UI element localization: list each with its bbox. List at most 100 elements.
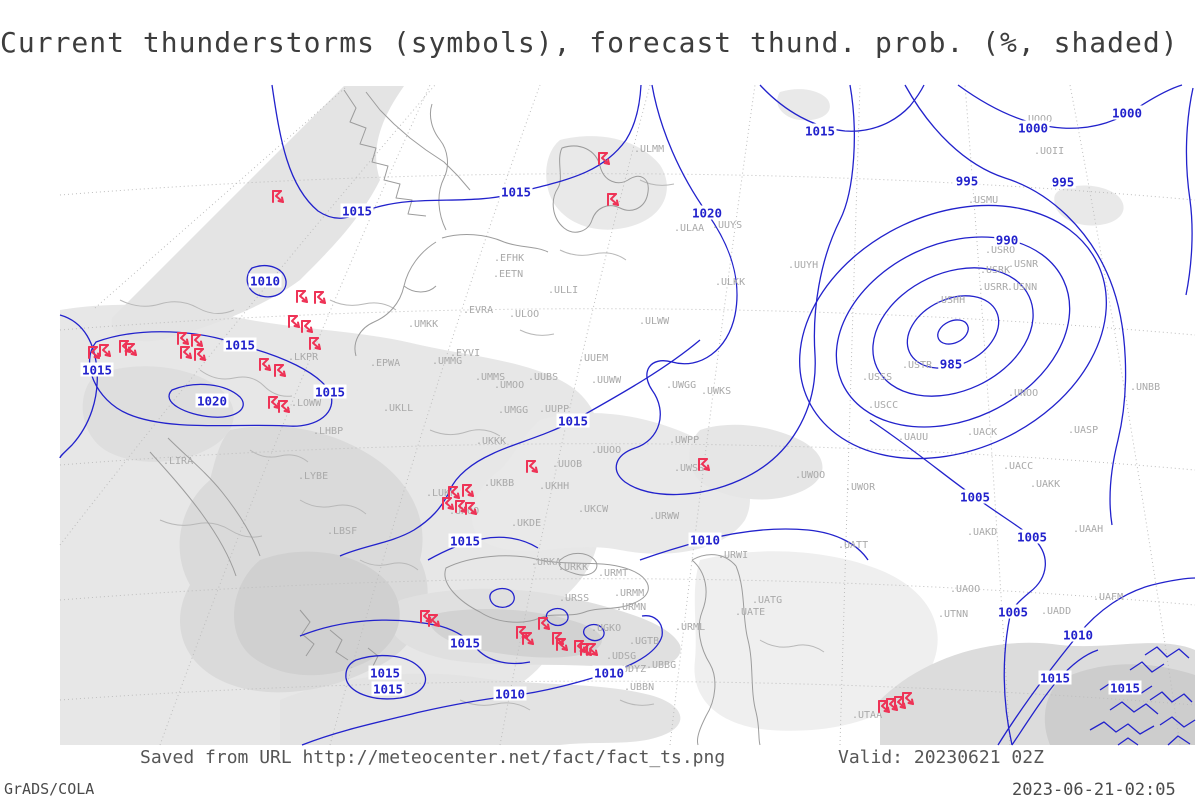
- isobar-label: 1010: [495, 687, 525, 702]
- station-label: .USNN: [1007, 282, 1037, 293]
- thunderstorm-symbol: [314, 291, 326, 304]
- isobar-label: 1005: [998, 605, 1028, 620]
- isobar-line: [88, 331, 333, 427]
- coastline: [299, 609, 315, 657]
- prob-shading-region: [1054, 185, 1124, 226]
- isobar-label-bg: [493, 686, 527, 701]
- thunderstorm-symbol: [526, 460, 538, 473]
- thunderstorm-symbol: [538, 617, 550, 630]
- station-label: .UAUU: [898, 432, 928, 443]
- station-label: .USMU: [968, 195, 998, 206]
- isobar-label: 1015: [450, 636, 480, 651]
- coastline: [444, 555, 649, 623]
- station-label: .URMM: [614, 588, 644, 599]
- station-label: .URWI: [718, 550, 748, 561]
- thunderstorm-symbol: [442, 497, 454, 510]
- isobar-label-bg: [803, 123, 837, 138]
- station-label: .USHH: [935, 295, 965, 306]
- isobar-line: [1129, 661, 1165, 673]
- isobar-line: [1159, 716, 1196, 728]
- isobar-line: [957, 84, 1183, 129]
- station-label: .UUWW: [591, 375, 622, 386]
- prob-shading-region: [694, 551, 938, 731]
- coastline: [329, 629, 349, 661]
- coastline: [354, 241, 437, 357]
- border-line: [429, 429, 501, 437]
- isobar-label: 1020: [197, 394, 227, 409]
- border-line: [159, 519, 263, 538]
- border-line: [639, 179, 675, 186]
- isobar-label: 1010: [690, 533, 720, 548]
- thunderstorm-symbol: [180, 346, 192, 359]
- station-label: .UUBS: [528, 372, 558, 383]
- isobar-line: [1144, 646, 1190, 659]
- isobar-line: [246, 265, 287, 298]
- station-label: .URKK: [558, 562, 588, 573]
- isobar-line: [615, 84, 855, 496]
- border-line: [519, 329, 555, 336]
- isobar-label-bg: [340, 203, 374, 218]
- station-label: .UTAA: [852, 710, 882, 721]
- station-label: .UMMS: [475, 372, 505, 383]
- station-label: .LOWW: [291, 398, 322, 409]
- isobar-ring: [906, 295, 1000, 369]
- isobar-line: [168, 383, 244, 418]
- station-label: .URSS: [559, 593, 589, 604]
- saved-url-text: Saved from URL http://meteocenter.net/fa…: [140, 747, 726, 768]
- prob-shading-region: [689, 424, 823, 500]
- station-label: .UUOB: [552, 459, 582, 470]
- isobar-label: 1015: [450, 534, 480, 549]
- station-label: .UOOO: [1022, 114, 1052, 125]
- thunderstorm-symbol: [556, 638, 568, 651]
- coastline: [149, 451, 237, 577]
- isobar-label-bg: [1108, 680, 1142, 695]
- isobar-label-bg: [954, 173, 980, 188]
- isobar-label-bg: [1061, 627, 1095, 642]
- station-label: .LKPR: [288, 352, 319, 363]
- station-label: .URMT: [598, 568, 628, 579]
- thunderstorm-symbol: [301, 320, 313, 333]
- grads-credit: GrADS/COLA: [4, 780, 95, 798]
- station-label: .LHBP: [313, 426, 343, 437]
- station-label: .UAOO: [950, 584, 980, 595]
- prob-shading-region: [471, 412, 750, 554]
- thunderstorm-symbol: [88, 346, 100, 359]
- isobar-label: 1005: [1017, 530, 1047, 545]
- isobar-label-bg: [994, 232, 1020, 247]
- station-label: .UNOO: [1008, 388, 1038, 399]
- isobar-line: [1185, 87, 1194, 296]
- isobar-label-bg: [688, 532, 722, 547]
- thunderstorm-symbol: [902, 692, 914, 705]
- isobar-label: 1015: [82, 363, 112, 378]
- border-line: [299, 499, 367, 515]
- station-label: .UUYH: [788, 260, 818, 271]
- valid-time-text: Valid: 20230621 02Z: [838, 747, 1044, 768]
- coastline: [691, 559, 716, 746]
- map-layers: .ULMM .UOOO .UOII .USMU .ULAA .EFHK .EETN .ULLI…: [59, 84, 1196, 746]
- prob-shading-region: [1044, 664, 1195, 745]
- isobar-ring: [835, 236, 1071, 428]
- station-label: .UASP: [1068, 425, 1098, 436]
- thunderstorm-symbol: [894, 696, 906, 709]
- isobar-label: 1015: [315, 385, 345, 400]
- thunderstorm-symbol: [288, 315, 300, 328]
- station-label: .USSS: [862, 372, 892, 383]
- station-label: .EYVI: [450, 348, 480, 359]
- thunderstorm-symbol: [278, 400, 290, 413]
- coastline: [403, 285, 437, 293]
- thunderstorm-symbol: [598, 152, 610, 165]
- isobar-line: [639, 528, 869, 561]
- isobar-label-bg: [371, 681, 405, 696]
- station-label: .UMMG: [432, 356, 462, 367]
- isobar-label: 1010: [594, 666, 624, 681]
- isobar-label: 1015: [501, 185, 531, 200]
- station-label: .UDYZ: [616, 664, 646, 675]
- station-label: .URWW: [649, 511, 680, 522]
- isobar-label-bg: [80, 362, 114, 377]
- thunderstorm-symbol: [194, 348, 206, 361]
- isobar-label: 1015: [373, 682, 403, 697]
- isobar-label: 1000: [1112, 106, 1142, 121]
- graticule-line: [964, 84, 1011, 746]
- station-label: .EVRA: [463, 305, 493, 316]
